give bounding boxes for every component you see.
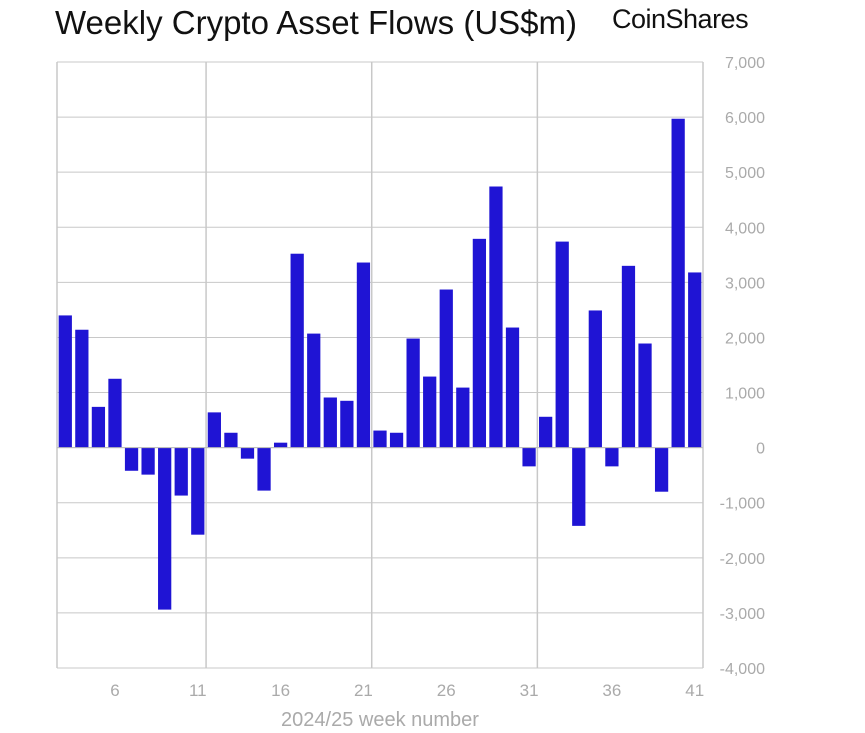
bar-week-17	[290, 253, 304, 448]
y-tick-label: 6,000	[725, 110, 765, 127]
bar-week-3	[58, 315, 72, 448]
bar-week-18	[307, 333, 321, 448]
bar-week-32	[539, 416, 553, 448]
bar-week-35	[588, 310, 602, 448]
bar-week-14	[240, 447, 255, 459]
bar-week-36	[605, 447, 619, 467]
bar-week-28	[472, 238, 487, 448]
bar-week-38	[638, 343, 652, 448]
bar-week-29	[489, 186, 503, 448]
y-tick-label: 2,000	[725, 330, 765, 347]
bar-week-27	[456, 387, 470, 448]
y-tick-label: 4,000	[725, 220, 765, 237]
bar-week-11	[191, 447, 205, 535]
y-tick-label: -2,000	[720, 551, 765, 568]
bar-week-19	[323, 397, 337, 448]
y-tick-label: 0	[756, 441, 765, 458]
y-tick-label: -4,000	[720, 661, 765, 678]
x-tick-label: 21	[354, 681, 373, 700]
bar-week-4	[75, 329, 89, 448]
bar-week-30	[505, 327, 520, 448]
bar-week-8	[141, 447, 155, 475]
bar-week-21	[356, 262, 371, 448]
bar-week-40	[671, 118, 685, 448]
bar-week-7	[124, 447, 139, 471]
bar-week-34	[572, 447, 586, 526]
x-tick-label: 16	[271, 681, 290, 700]
bar-week-20	[340, 400, 354, 448]
bar-week-33	[555, 241, 569, 448]
bar-week-16	[273, 442, 288, 448]
bar-week-39	[654, 447, 669, 492]
bar-week-9	[158, 447, 172, 610]
bar-week-26	[439, 289, 453, 448]
y-tick-label: -1,000	[720, 496, 765, 513]
bar-week-37	[621, 265, 636, 448]
bar-week-15	[257, 447, 271, 491]
x-tick-label: 11	[189, 681, 207, 700]
x-axis-label: 2024/25 week number	[281, 709, 479, 731]
bar-week-5	[91, 406, 106, 448]
x-tick-label: 26	[437, 681, 456, 700]
bar-week-13	[224, 432, 238, 448]
bar-week-25	[423, 376, 437, 448]
x-tick-label: 31	[520, 681, 539, 700]
y-tick-label: 3,000	[725, 275, 765, 292]
bar-week-22	[373, 430, 387, 448]
bar-week-12	[207, 412, 221, 448]
bar-week-6	[108, 378, 122, 448]
x-tick-label: 41	[685, 681, 704, 700]
bar-week-10	[174, 447, 188, 496]
bar-week-23	[389, 432, 404, 448]
chart-title: Weekly Crypto Asset Flows (US$m)	[55, 4, 578, 41]
x-tick-label: 6	[110, 681, 119, 700]
y-tick-label: -3,000	[720, 606, 765, 623]
bar-week-41	[688, 272, 702, 448]
bar-week-31	[522, 447, 536, 467]
bar-week-24	[406, 338, 420, 448]
x-tick-label: 36	[602, 681, 621, 700]
y-tick-label: 7,000	[725, 55, 765, 72]
coinshares-logo: CoinShares	[612, 4, 749, 34]
y-tick-label: 1,000	[725, 386, 765, 403]
y-tick-label: 5,000	[725, 165, 765, 182]
